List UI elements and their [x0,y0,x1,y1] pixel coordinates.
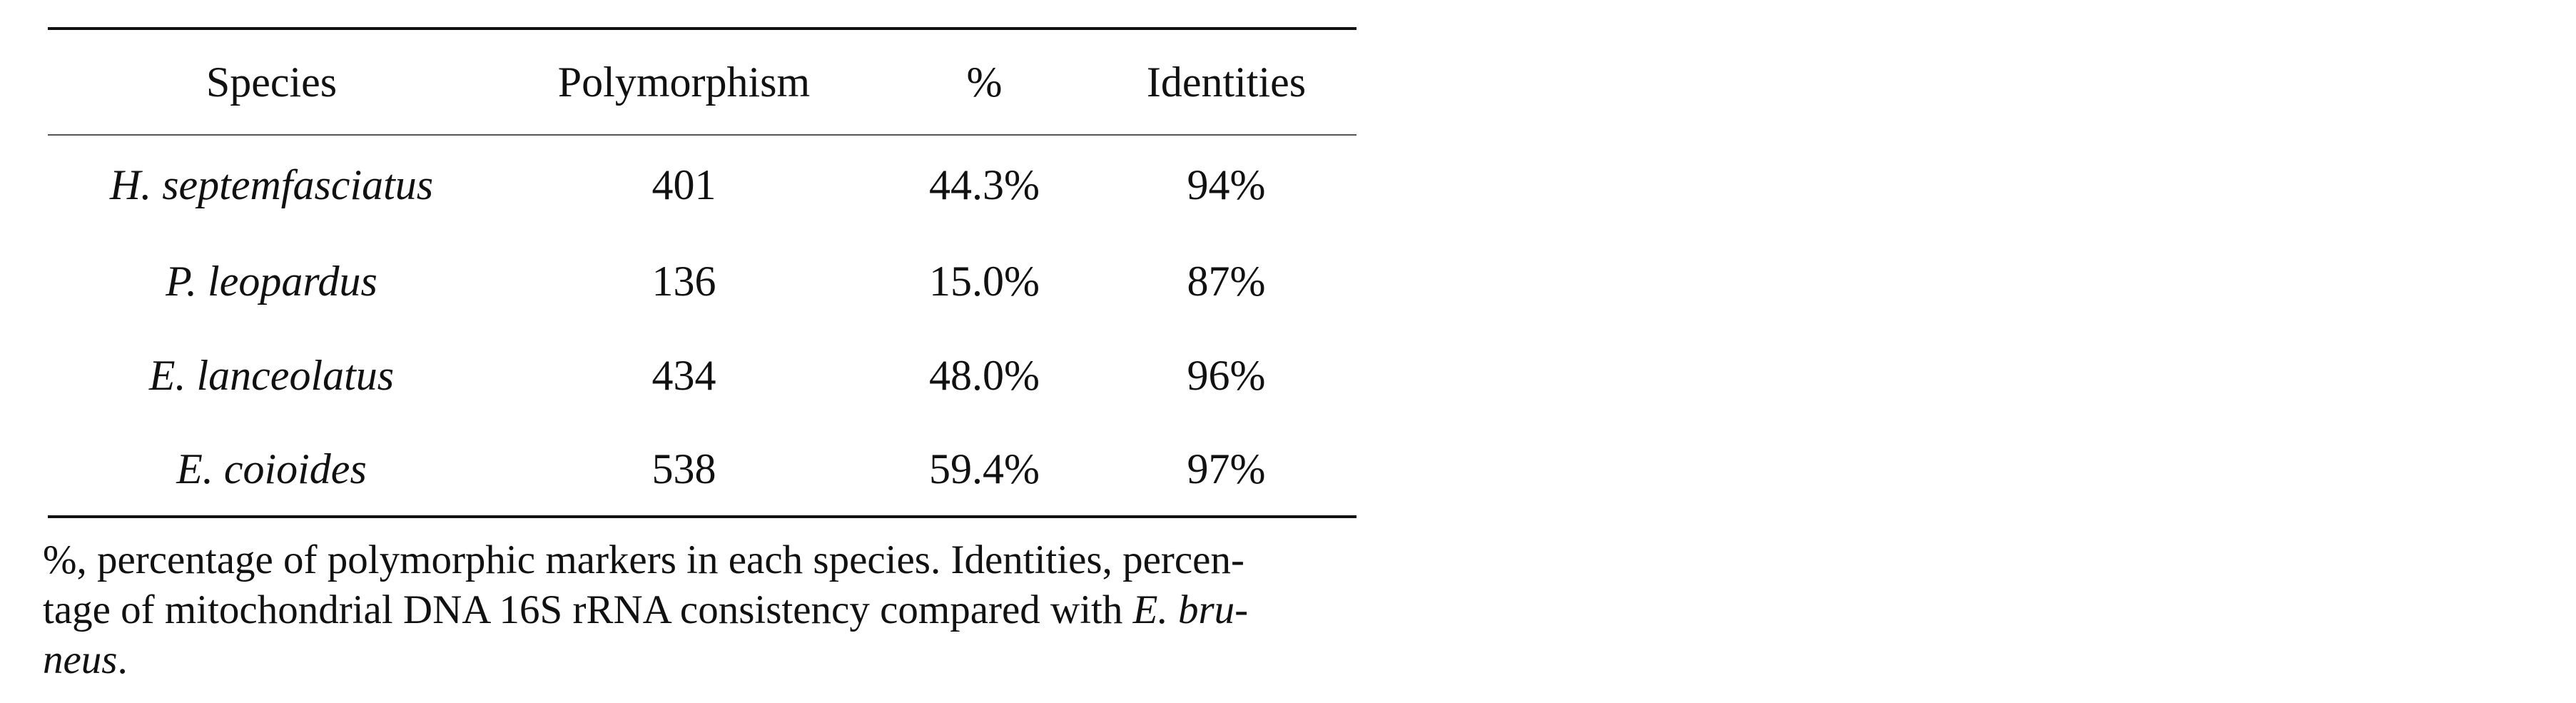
footnote-species-italic-1: E. bru- [1132,587,1249,632]
species-cell: E. coioides [48,423,495,518]
polymorphism-cell: 401 [651,161,716,208]
species-cell: P. leopardus [166,257,377,305]
species-polymorphism-table: Species Polymorphism % Identities H. sep… [48,27,1357,518]
table-footnote: %, percentage of polymorphic markers in … [43,535,1363,685]
identities-cell: 97% [1096,423,1357,518]
polymorphism-cell: 538 [495,423,873,518]
data-table-container: Species Polymorphism % Identities H. sep… [48,27,1357,518]
identities-cell: 87% [1187,257,1266,305]
table-row: E. lanceolatus 434 48.0% 96% [48,328,1357,423]
table-row: E. coioides 538 59.4% 97% [48,423,1357,518]
table-row: H. septemfasciatus 401 44.3% 94% [48,135,1357,234]
percent-cell: 48.0% [929,351,1040,399]
percent-cell: 59.4% [873,423,1096,518]
header-polymorphism: Polymorphism [495,27,873,136]
species-cell: H. septemfasciatus [109,161,434,208]
identities-cell: 94% [1187,161,1266,208]
species-cell: E. lanceolatus [148,351,395,399]
table-header-row: Species Polymorphism % Identities [48,27,1357,136]
header-identities: Identities [1096,27,1357,136]
header-species: Species [48,27,495,136]
footnote-period: . [117,637,128,682]
polymorphism-cell: 434 [651,351,716,399]
percent-cell: 15.0% [929,257,1040,305]
percent-cell: 44.3% [929,161,1040,208]
identities-cell: 96% [1187,351,1266,399]
header-percent: % [873,27,1096,136]
polymorphism-cell: 136 [651,257,716,305]
footnote-species-italic-2: neus [43,637,118,682]
table-row: P. leopardus 136 15.0% 87% [48,234,1357,328]
footnote-line-1: %, percentage of polymorphic markers in … [43,537,1244,582]
footnote-line-2: tage of mitochondrial DNA 16S rRNA consi… [43,587,1133,632]
